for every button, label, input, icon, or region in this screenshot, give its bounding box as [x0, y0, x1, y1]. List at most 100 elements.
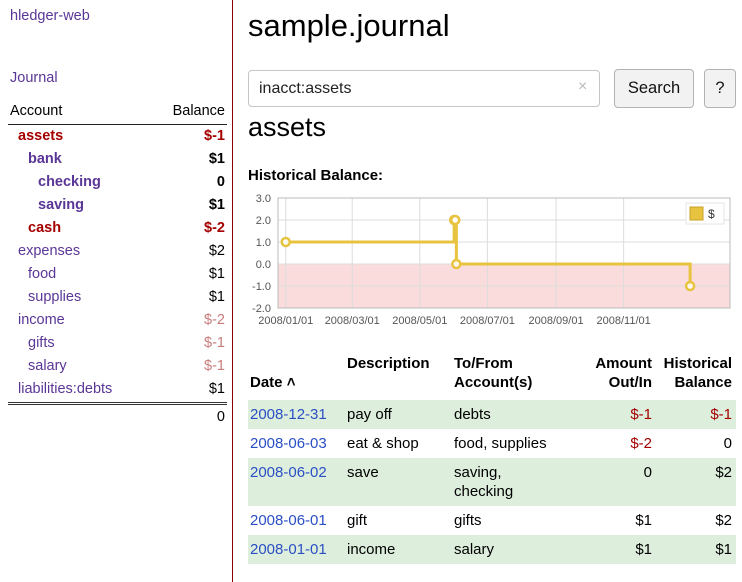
account-balance: $-1	[204, 358, 225, 374]
account-row: gifts $-1	[8, 332, 227, 355]
svg-text:2008/11/01: 2008/11/01	[597, 315, 651, 327]
historical-balance-chart: 3.0 2.0 1.0 0.0 -1.0 -2.0 2008/01/01 2008/03/01…	[242, 192, 738, 337]
account-link-liabilities-debts[interactable]: liabilities:debts	[18, 381, 113, 397]
transaction-balance: $2	[715, 464, 732, 481]
page-title: sample.journal	[248, 8, 450, 43]
account-column-header: Account	[10, 103, 63, 119]
date-header-label: Date	[250, 374, 283, 391]
svg-text:2008/07/01: 2008/07/01	[460, 315, 515, 327]
account-row: bank $1	[8, 148, 227, 171]
transaction-description: income	[347, 541, 396, 558]
transaction-description: pay off	[347, 406, 392, 423]
account-heading: assets	[248, 112, 327, 142]
account-row: supplies $1	[8, 286, 227, 309]
transaction-description: eat & shop	[347, 435, 419, 452]
transaction-balance: $2	[715, 512, 732, 529]
svg-text:-2.0: -2.0	[252, 303, 271, 315]
account-balance: $1	[208, 151, 225, 167]
account-row: expenses $2	[8, 240, 227, 263]
transaction-description: gift	[347, 512, 368, 529]
account-row: food $1	[8, 263, 227, 286]
account-link-income[interactable]: income	[18, 312, 65, 328]
balance-column-header: Balance	[172, 103, 225, 119]
transaction-date-link[interactable]: 2008-12-31	[250, 406, 327, 423]
sidebar: hledger-web Journal Account Balance asse…	[0, 0, 233, 582]
account-balance: $1	[208, 197, 225, 213]
search-button[interactable]: Search	[614, 69, 694, 108]
transaction-date-link[interactable]: 2008-06-01	[250, 512, 327, 529]
account-link-checking[interactable]: checking	[38, 174, 101, 190]
account-row: cash $-2	[8, 217, 227, 240]
transaction-accounts: food, supplies	[454, 435, 547, 452]
account-table-header: Account Balance	[8, 100, 227, 125]
account-link-expenses[interactable]: expenses	[18, 243, 81, 259]
account-link-assets[interactable]: assets	[18, 128, 64, 144]
column-header-tofrom: To/From Account(s)	[454, 355, 533, 391]
transaction-accounts: gifts	[454, 512, 482, 529]
svg-text:2.0: 2.0	[256, 215, 271, 227]
account-row: assets $-1	[8, 125, 227, 148]
account-row: liabilities:debts $1	[8, 378, 227, 401]
transaction-amount: $1	[635, 512, 652, 529]
account-balance: $-2	[204, 220, 225, 236]
svg-text:2008/05/01: 2008/05/01	[392, 315, 447, 327]
svg-text:-1.0: -1.0	[252, 281, 271, 293]
brand-link[interactable]: hledger-web	[10, 8, 90, 24]
register-row[interactable]: 2008-06-03 eat & shop food, supplies $-2…	[248, 429, 736, 458]
transaction-accounts: debts	[454, 406, 491, 423]
transaction-amount: $-1	[630, 406, 652, 423]
transaction-description: save	[347, 464, 379, 481]
account-row: salary $-1	[8, 355, 227, 378]
account-balance: $-2	[204, 312, 225, 328]
transaction-amount: $1	[635, 541, 652, 558]
account-link-salary[interactable]: salary	[28, 358, 67, 374]
column-header-balance: Historical Balance	[663, 355, 732, 391]
svg-text:3.0: 3.0	[256, 193, 271, 205]
account-link-saving[interactable]: saving	[38, 197, 84, 213]
sort-asc-icon: ˄	[286, 374, 296, 391]
account-balance: $1	[208, 266, 225, 282]
account-link-supplies[interactable]: supplies	[28, 289, 82, 305]
transaction-balance: $1	[715, 541, 732, 558]
register-row[interactable]: 2008-12-31 pay off debts $-1 $-1	[248, 400, 736, 429]
account-balance: $-1	[204, 128, 225, 144]
transaction-amount: 0	[643, 464, 652, 481]
account-balance: $-1	[204, 335, 225, 351]
transaction-date-link[interactable]: 2008-06-03	[250, 435, 327, 452]
clear-search-icon[interactable]: ×	[578, 78, 588, 95]
main-content: sample.journal × Search ? assets Histori…	[234, 0, 742, 582]
help-button[interactable]: ?	[704, 69, 736, 108]
account-link-cash[interactable]: cash	[28, 220, 62, 236]
sort-by-date-link[interactable]: Date ˄	[250, 374, 295, 391]
account-link-gifts[interactable]: gifts	[28, 335, 55, 351]
search-input[interactable]	[248, 70, 600, 107]
register-row[interactable]: 2008-06-02 save saving, checking 0 $2	[248, 458, 736, 506]
column-header-amount: Amount Out/In	[595, 355, 652, 391]
svg-text:$: $	[708, 207, 715, 221]
transaction-balance: 0	[723, 435, 732, 452]
account-link-food[interactable]: food	[28, 266, 57, 282]
transaction-amount: $-2	[630, 435, 652, 452]
svg-text:2008/09/01: 2008/09/01	[529, 315, 584, 327]
account-balance-table: Account Balance assets $-1 bank $1 check…	[8, 100, 227, 429]
chart-title: Historical Balance:	[248, 167, 384, 184]
account-row: income $-2	[8, 309, 227, 332]
register-row[interactable]: 2008-01-01 income salary $1 $1	[248, 535, 736, 564]
register-table: Date ˄ Description To/From Account(s) Am…	[248, 352, 736, 564]
accounts-total-row: 0	[8, 402, 227, 429]
column-header-date[interactable]: Date ˄	[248, 352, 345, 400]
account-row: checking 0	[8, 171, 227, 194]
account-balance: $1	[208, 289, 225, 305]
account-row: saving $1	[8, 194, 227, 217]
account-link-bank[interactable]: bank	[28, 151, 62, 167]
transaction-date-link[interactable]: 2008-06-02	[250, 464, 327, 481]
svg-text:2008/01/01: 2008/01/01	[258, 315, 313, 327]
transaction-date-link[interactable]: 2008-01-01	[250, 541, 327, 558]
account-balance: $1	[208, 381, 225, 397]
sidebar-item-journal[interactable]: Journal	[10, 70, 58, 86]
register-header-row: Date ˄ Description To/From Account(s) Am…	[248, 352, 736, 400]
register-row[interactable]: 2008-06-01 gift gifts $1 $2	[248, 506, 736, 535]
svg-text:2008/03/01: 2008/03/01	[325, 315, 380, 327]
column-header-description: Description	[347, 355, 430, 372]
